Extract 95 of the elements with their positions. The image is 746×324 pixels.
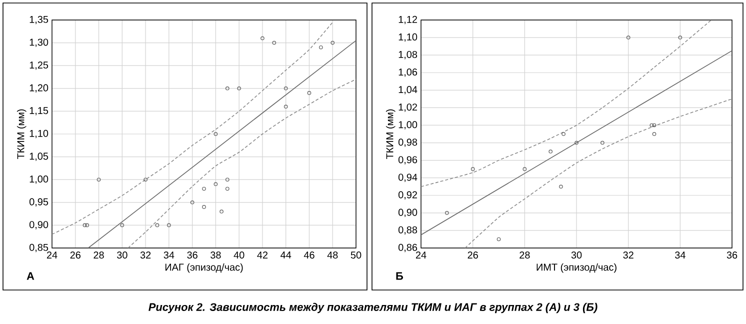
y-tick-label: 1,15 [30, 107, 48, 116]
point [522, 167, 527, 171]
y-tick-label: 1,08 [398, 50, 418, 60]
point [650, 123, 654, 128]
line-series [128, 78, 356, 248]
x-tick-label: 50 [350, 252, 362, 259]
x-tick-label: 28 [94, 252, 104, 259]
y-tick-label: 1,00 [398, 121, 418, 130]
y-tick-label: 1,05 [30, 152, 48, 161]
x-tick-label: 26 [70, 252, 80, 259]
point [272, 40, 276, 45]
x-tick-label: 30 [116, 252, 128, 259]
x-tick-label: 42 [257, 252, 268, 258]
y-axis-title: ТКИМ (мм) [386, 109, 396, 160]
y-tick-label: 1,06 [398, 68, 418, 77]
x-tick-label: 46 [304, 252, 314, 259]
point [202, 205, 206, 209]
point [120, 223, 124, 228]
y-tick-label: 0,85 [29, 244, 48, 252]
point [652, 123, 656, 128]
point [220, 210, 224, 214]
text: А [26, 272, 34, 280]
y-tick-label: 0,90 [398, 208, 418, 218]
x-tick-label: 24 [46, 252, 58, 258]
point [155, 223, 160, 228]
point [559, 184, 563, 189]
x-tick-label: 26 [468, 252, 478, 259]
point [225, 178, 230, 182]
y-tick-label: 1,02 [398, 104, 417, 112]
y-tick-label: 1,10 [398, 33, 418, 42]
point [144, 178, 148, 182]
x-tick-label: 36 [726, 252, 738, 259]
y-tick-label: 1,10 [30, 130, 48, 138]
y-tick-label: 0,86 [398, 244, 418, 252]
y-tick-label: 0,90 [29, 221, 48, 230]
point [652, 132, 656, 136]
point [548, 150, 552, 154]
x-tick-label: 48 [327, 252, 338, 259]
point [319, 45, 323, 50]
point [85, 223, 89, 228]
y-axis-title: ТКИМ (мм) [16, 109, 26, 160]
point [330, 40, 335, 45]
y-tick-label: 1,20 [30, 84, 48, 93]
point [190, 200, 194, 204]
x-tick-label: 24 [416, 252, 426, 258]
y-tick-label: 1,00 [30, 175, 48, 184]
point [678, 36, 682, 40]
point [284, 86, 288, 90]
x-tick-label: 40 [234, 252, 244, 259]
point [202, 186, 206, 191]
line-series [421, 20, 712, 188]
y-tick-label: 1,30 [30, 38, 48, 47]
line-series [464, 98, 732, 248]
text: Б [396, 272, 404, 280]
point [260, 36, 264, 40]
point [562, 132, 566, 136]
x-tick-label: 32 [623, 252, 634, 259]
text: Рисунок 2. Зависимость между показателями ТКИМ и ИАГ в группах 2 (А) и 3 (Б) [148, 302, 598, 314]
y-tick-label: 1,12 [398, 16, 417, 24]
point [470, 167, 475, 171]
point [445, 211, 449, 215]
point [284, 104, 288, 109]
x-axis-title: ИАГ (эпизод/час) [165, 263, 243, 273]
y-tick-label: 0,88 [398, 226, 418, 235]
point [96, 178, 101, 182]
x-tick-label: 34 [675, 252, 686, 259]
x-axis-title: ИМТ (эпизод/час) [536, 263, 616, 273]
x-tick-label: 38 [210, 252, 221, 259]
y-tick-label: 0,95 [29, 198, 48, 207]
x-tick-label: 28 [520, 252, 530, 259]
x-tick-label: 34 [164, 252, 174, 259]
x-tick-label: 44 [280, 252, 292, 258]
y-tick-label: 1,35 [30, 16, 48, 24]
y-tick-label: 1,25 [30, 61, 48, 70]
x-tick-label: 32 [140, 252, 151, 259]
y-tick-label: 0,96 [398, 156, 418, 164]
point [600, 140, 604, 145]
point [167, 223, 171, 228]
y-tick-label: 0,94 [398, 174, 418, 182]
point [225, 86, 230, 90]
point [496, 237, 501, 242]
point [82, 223, 87, 228]
point [214, 132, 218, 136]
point [626, 36, 630, 40]
point [574, 140, 578, 145]
y-tick-label: 0,92 [398, 191, 417, 200]
y-tick-label: 0,98 [398, 138, 418, 147]
point [225, 186, 230, 191]
point [214, 182, 218, 186]
y-tick-label: 1,04 [398, 86, 418, 94]
point [307, 91, 312, 95]
x-tick-label: 30 [571, 252, 582, 259]
x-tick-label: 36 [187, 252, 198, 259]
line-series [52, 22, 334, 235]
point [237, 86, 241, 90]
